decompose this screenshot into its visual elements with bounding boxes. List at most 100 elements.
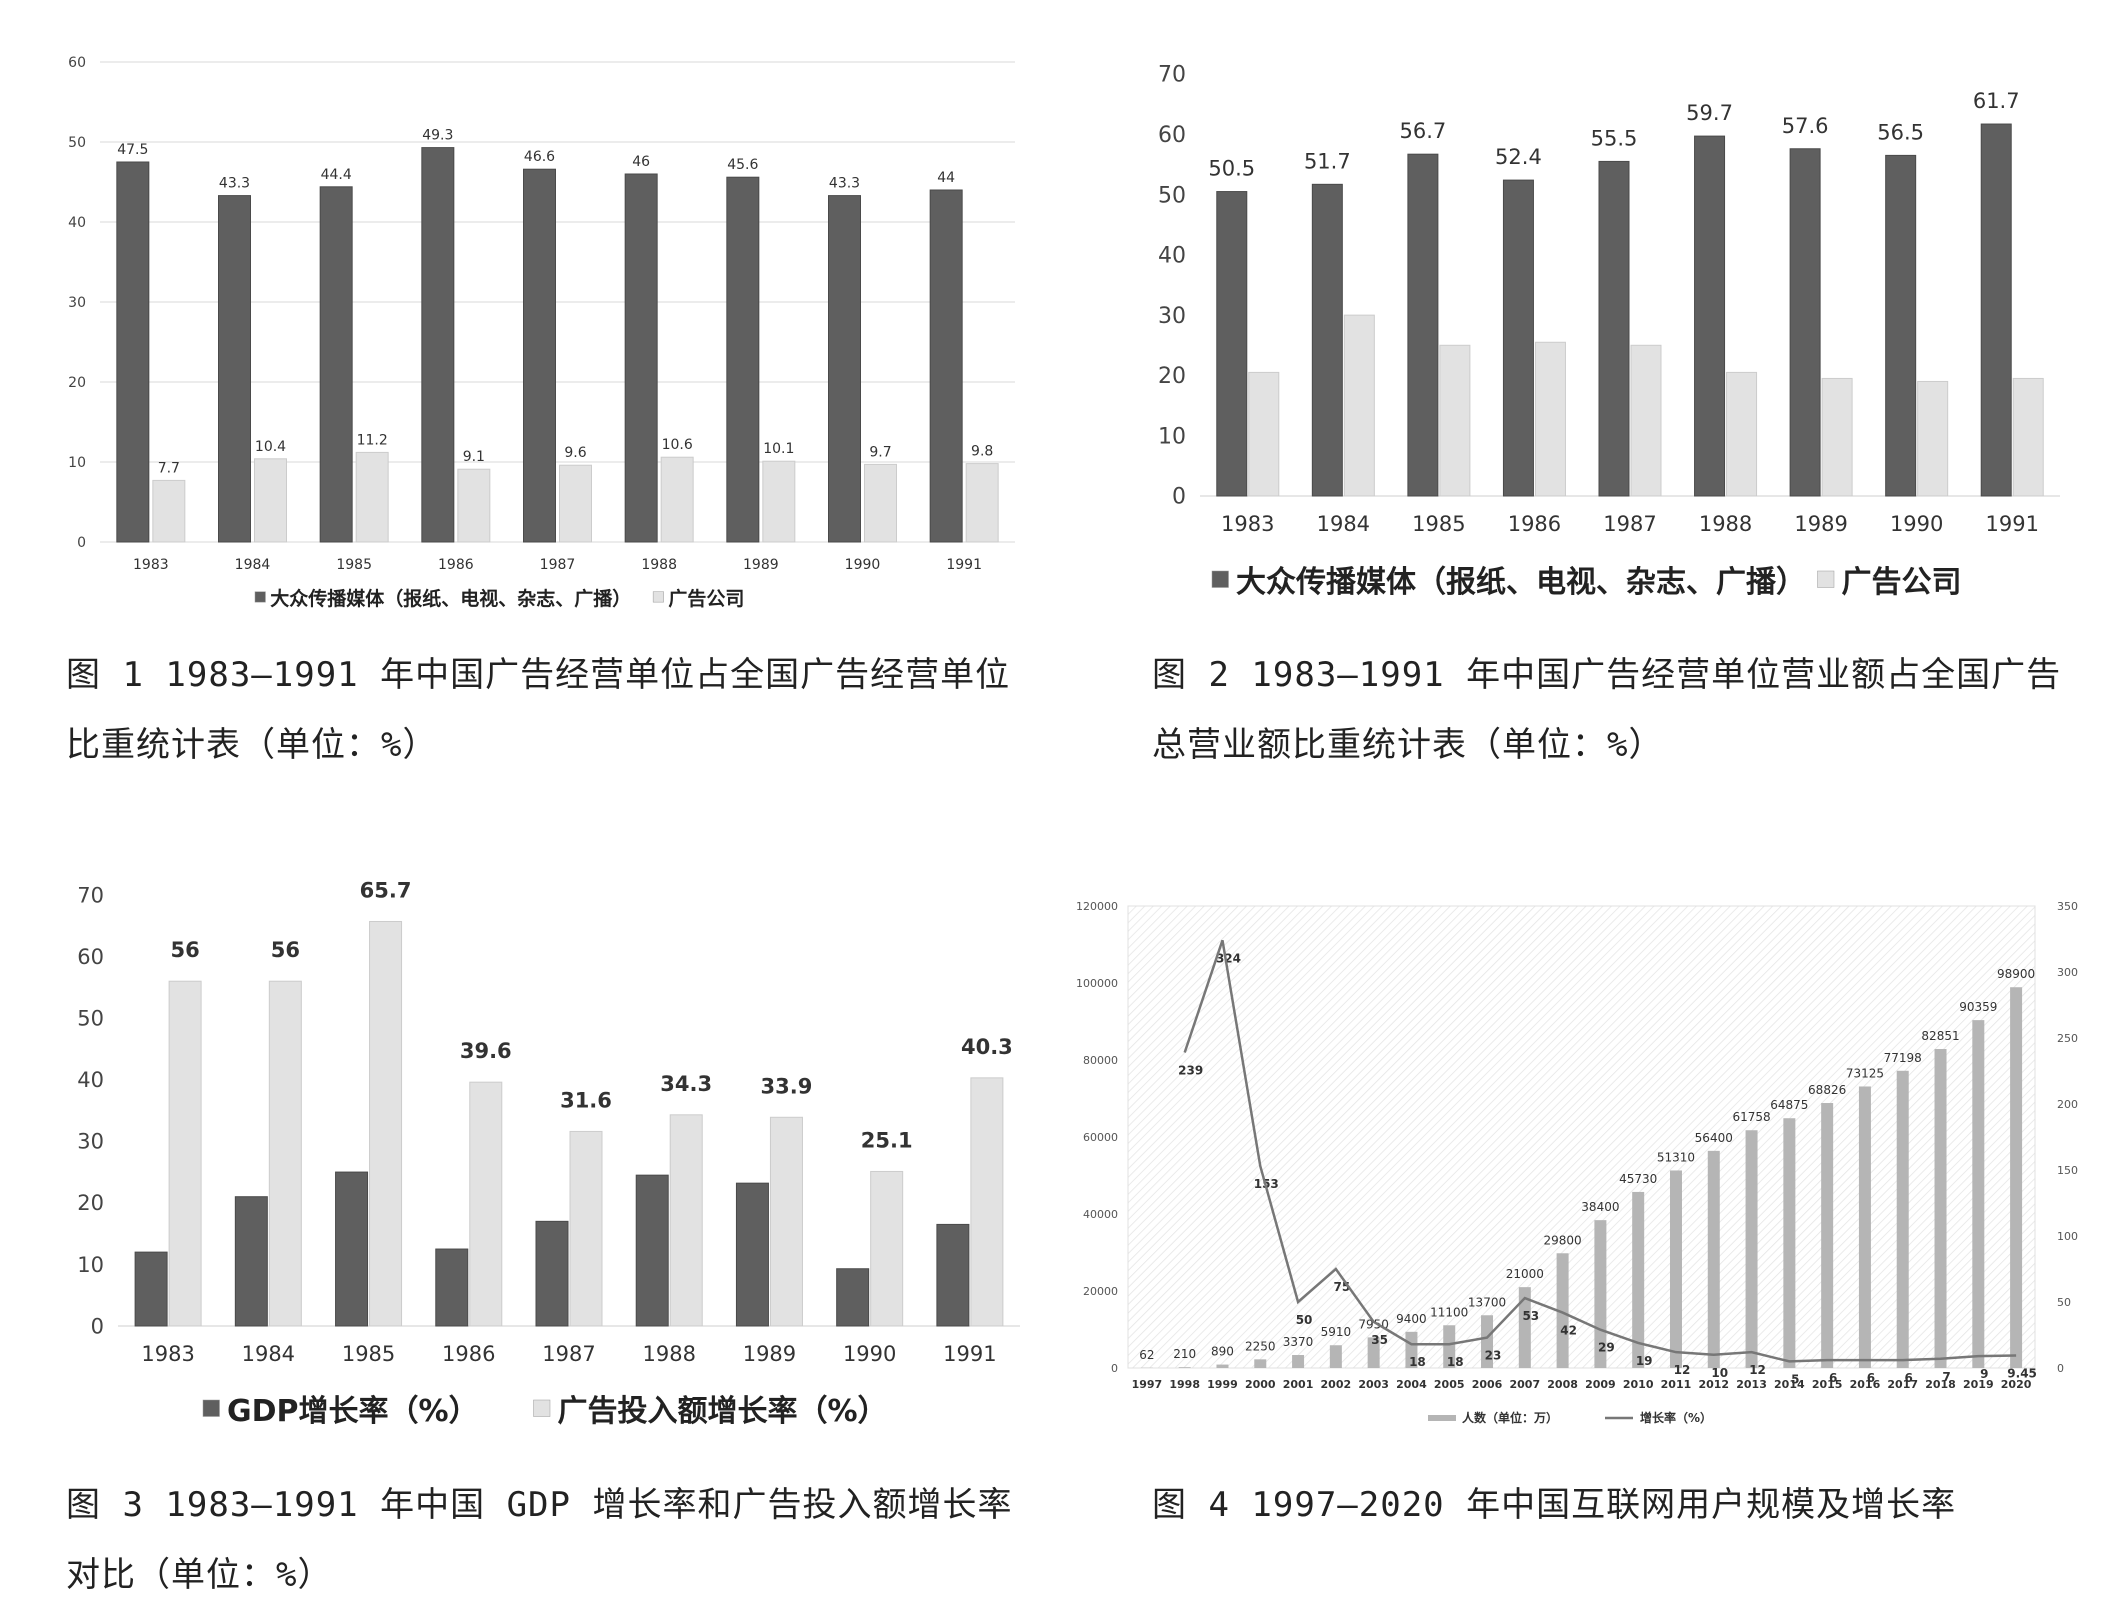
- legend-swatch: [1212, 571, 1229, 588]
- bar-users: [1783, 1118, 1795, 1368]
- bar-series-1: [1312, 184, 1342, 496]
- legend-swatch: [653, 592, 663, 602]
- x-tick-label: 2013: [1736, 1378, 1767, 1391]
- x-tick-label: 1987: [540, 557, 576, 573]
- legend-label-users: 人数（单位：万）: [1462, 1410, 1558, 1425]
- x-tick-label: 1983: [141, 1342, 194, 1366]
- x-tick-label: 2009: [1585, 1378, 1616, 1391]
- x-tick-label: 2004: [1396, 1378, 1427, 1391]
- legend-label: 广告投入额增长率（%）: [558, 1394, 888, 1429]
- legend-label: GDP增长率（%）: [227, 1394, 479, 1429]
- x-tick-label: 1986: [442, 1342, 495, 1366]
- data-label-users: 3370: [1283, 1335, 1314, 1349]
- data-label: 56.7: [1400, 119, 1447, 143]
- x-tick-label: 1983: [1221, 512, 1274, 536]
- bar-series-2: [670, 1115, 702, 1326]
- bar-series-1: [829, 196, 861, 542]
- x-tick-label: 2015: [1812, 1378, 1843, 1391]
- bar-series-1: [1408, 154, 1438, 496]
- x-tick-label: 1990: [845, 557, 881, 573]
- data-label-users: 9400: [1396, 1312, 1427, 1326]
- data-label-growth: 6: [1905, 1371, 1913, 1385]
- bar-users: [2010, 987, 2022, 1368]
- bar-series-2: [255, 459, 287, 542]
- x-tick-label: 1991: [946, 557, 982, 573]
- bar-users: [1254, 1359, 1266, 1368]
- data-label-users: 21000: [1506, 1267, 1544, 1281]
- data-label: 10.4: [255, 439, 286, 455]
- data-label: 47.5: [117, 142, 148, 158]
- data-label: 46: [632, 154, 650, 170]
- y-right-tick-label: 0: [2057, 1362, 2064, 1375]
- y-right-tick-label: 250: [2057, 1032, 2078, 1045]
- data-label: 44: [937, 170, 955, 186]
- bar-series-1: [536, 1221, 568, 1326]
- bar-users: [1330, 1345, 1342, 1368]
- data-label-growth: 7: [1942, 1370, 1950, 1384]
- x-tick-label: 1984: [235, 557, 271, 573]
- bar-series-2: [2013, 378, 2043, 496]
- data-label-growth: 50: [1296, 1313, 1313, 1327]
- y-left-tick-label: 0: [1111, 1362, 1118, 1375]
- data-label: 65.7: [360, 878, 412, 902]
- bar-series-1: [320, 187, 352, 542]
- bar-series-1: [1886, 155, 1916, 496]
- data-label: 11.2: [357, 432, 388, 448]
- data-label-users: 210: [1173, 1347, 1196, 1361]
- bar-series-1: [636, 1175, 668, 1326]
- data-label-users: 73125: [1846, 1066, 1884, 1080]
- x-tick-label: 2007: [1510, 1378, 1541, 1391]
- y-tick-label: 10: [1158, 424, 1186, 449]
- data-label: 49.3: [422, 128, 453, 144]
- y-tick-label: 30: [77, 1130, 104, 1154]
- x-tick-label: 2014: [1774, 1378, 1805, 1391]
- data-label: 56: [170, 938, 199, 962]
- bar-series-2: [865, 464, 897, 542]
- data-label: 52.4: [1495, 145, 1542, 169]
- data-label-users: 77198: [1884, 1051, 1922, 1065]
- bar-series-1: [436, 1249, 468, 1326]
- y-tick-label: 10: [68, 455, 86, 471]
- x-tick-label: 2003: [1358, 1378, 1389, 1391]
- y-left-tick-label: 20000: [1083, 1285, 1118, 1298]
- data-label-users: 98900: [1997, 967, 2035, 981]
- data-label-users: 56400: [1695, 1131, 1733, 1145]
- bar-series-2: [1249, 372, 1279, 496]
- x-tick-label: 1989: [743, 1342, 796, 1366]
- x-tick-label: 1988: [641, 557, 677, 573]
- bar-series-1: [930, 190, 962, 542]
- bar-series-1: [1790, 149, 1820, 496]
- y-right-tick-label: 150: [2057, 1164, 2078, 1177]
- y-tick-label: 50: [68, 135, 86, 151]
- x-tick-label: 2006: [1472, 1378, 1503, 1391]
- x-tick-label: 1990: [843, 1342, 896, 1366]
- x-tick-label: 2012: [1698, 1378, 1729, 1391]
- bar-series-2: [560, 465, 592, 542]
- x-tick-label: 1991: [943, 1342, 996, 1366]
- data-label-users: 64875: [1770, 1098, 1808, 1112]
- x-tick-label: 1988: [1699, 512, 1752, 536]
- y-right-tick-label: 50: [2057, 1296, 2071, 1309]
- y-tick-label: 10: [77, 1253, 104, 1277]
- y-tick-label: 20: [1158, 364, 1186, 389]
- data-label: 10.6: [662, 437, 693, 453]
- x-tick-label: 1990: [1890, 512, 1943, 536]
- chart-2-svg: 01020304050607050.5198351.7198456.719855…: [1100, 0, 2100, 640]
- x-tick-label: 1985: [336, 557, 372, 573]
- legend-label: 大众传播媒体（报纸、电视、杂志、广播）: [1236, 565, 1806, 600]
- y-tick-label: 70: [1158, 63, 1186, 88]
- bar-series-2: [871, 1171, 903, 1326]
- data-label-growth: 239: [1178, 1064, 1203, 1078]
- bar-series-2: [269, 981, 301, 1326]
- y-right-tick-label: 100: [2057, 1230, 2078, 1243]
- bar-series-1: [1503, 180, 1533, 496]
- bar-series-2: [356, 452, 388, 542]
- bar-series-2: [458, 469, 490, 542]
- y-tick-label: 60: [1158, 123, 1186, 148]
- x-tick-label: 1985: [342, 1342, 395, 1366]
- data-label-growth: 35: [1371, 1333, 1388, 1347]
- data-label: 10.1: [763, 441, 794, 457]
- legend-label-growth: 增长率（%）: [1640, 1410, 1712, 1425]
- y-tick-label: 40: [68, 215, 86, 231]
